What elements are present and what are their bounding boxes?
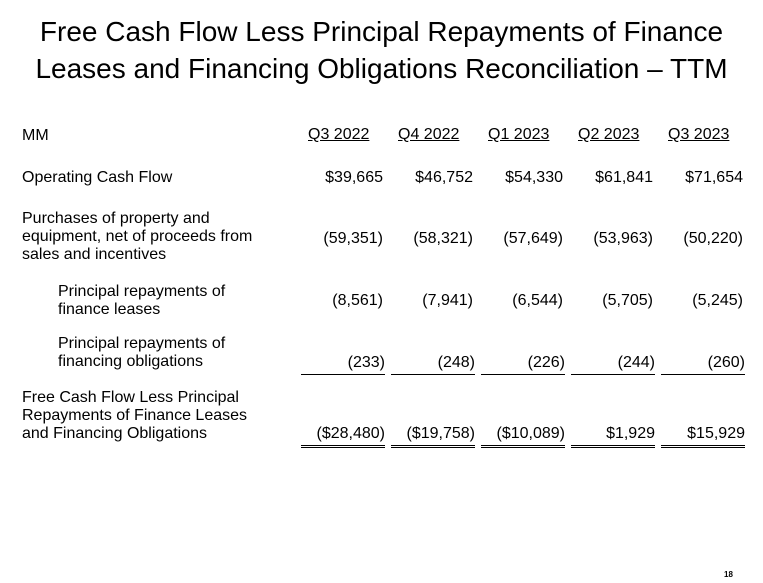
table-cell: (8,561) bbox=[332, 292, 383, 309]
row-label-line: Principal repayments of bbox=[58, 335, 226, 352]
page-number: 18 bbox=[724, 570, 733, 579]
row-label-line: Purchases of property and bbox=[22, 210, 210, 227]
table-cell: $54,330 bbox=[505, 169, 563, 186]
table-cell: (248) bbox=[391, 354, 475, 375]
table-cell: ($28,480) bbox=[301, 425, 385, 448]
table-cell: ($10,089) bbox=[481, 425, 565, 448]
table-cell: (7,941) bbox=[422, 292, 473, 309]
row-label-free-cash-flow-total: Free Cash Flow Less Principal Repayments… bbox=[22, 389, 247, 443]
column-header-q1-2023: Q1 2023 bbox=[488, 126, 550, 143]
table-cell: (5,245) bbox=[692, 292, 743, 309]
row-label-purchases-of-property: Purchases of property and equipment, net… bbox=[22, 210, 252, 264]
slide-title-line-1: Free Cash Flow Less Principal Repayments… bbox=[39, 16, 724, 47]
column-header-q3-2023: Q3 2023 bbox=[668, 126, 730, 143]
table-cell: $61,841 bbox=[595, 169, 653, 186]
row-label-line: Repayments of Finance Leases bbox=[22, 407, 248, 424]
row-label-line: Free Cash Flow Less Principal bbox=[22, 389, 239, 406]
row-label-line: sales and incentives bbox=[22, 246, 167, 263]
table-cell: $71,654 bbox=[685, 169, 743, 186]
table-cell: (53,963) bbox=[593, 230, 653, 247]
table-cell: (57,649) bbox=[503, 230, 563, 247]
table-cell: (59,351) bbox=[323, 230, 383, 247]
table-cell: $15,929 bbox=[661, 425, 745, 448]
table-cell: (5,705) bbox=[602, 292, 653, 309]
table-cell: (260) bbox=[661, 354, 745, 375]
row-label-line: and Financing Obligations bbox=[22, 425, 208, 442]
table-cell: $1,929 bbox=[571, 425, 655, 448]
row-label-financing-obligations: Principal repayments of financing obliga… bbox=[58, 335, 225, 371]
row-label-line: finance leases bbox=[58, 301, 161, 318]
row-label-line: equipment, net of proceeds from bbox=[22, 228, 253, 245]
column-header-q4-2022: Q4 2022 bbox=[398, 126, 460, 143]
row-label-finance-leases: Principal repayments of finance leases bbox=[58, 283, 225, 319]
slide-title: Free Cash Flow Less Principal Repayments… bbox=[20, 13, 743, 87]
table-cell: (233) bbox=[301, 354, 385, 375]
row-label-line: financing obligations bbox=[58, 353, 203, 370]
table-cell: $46,752 bbox=[415, 169, 473, 186]
row-label-line: Operating Cash Flow bbox=[22, 169, 173, 186]
table-cell: (226) bbox=[481, 354, 565, 375]
table-cell: (244) bbox=[571, 354, 655, 375]
slide-title-line-2: Leases and Financing Obligations Reconci… bbox=[35, 53, 728, 84]
table-cell: $39,665 bbox=[325, 169, 383, 186]
row-label-line: Principal repayments of bbox=[58, 283, 226, 300]
column-header-q3-2022: Q3 2022 bbox=[308, 126, 370, 143]
table-cell: (6,544) bbox=[512, 292, 563, 309]
table-cell: (58,321) bbox=[413, 230, 473, 247]
table-cell: ($19,758) bbox=[391, 425, 475, 448]
row-label-operating-cash-flow: Operating Cash Flow bbox=[22, 169, 172, 187]
table-cell: (50,220) bbox=[683, 230, 743, 247]
column-header-q2-2023: Q2 2023 bbox=[578, 126, 640, 143]
unit-label: MM bbox=[22, 127, 49, 144]
